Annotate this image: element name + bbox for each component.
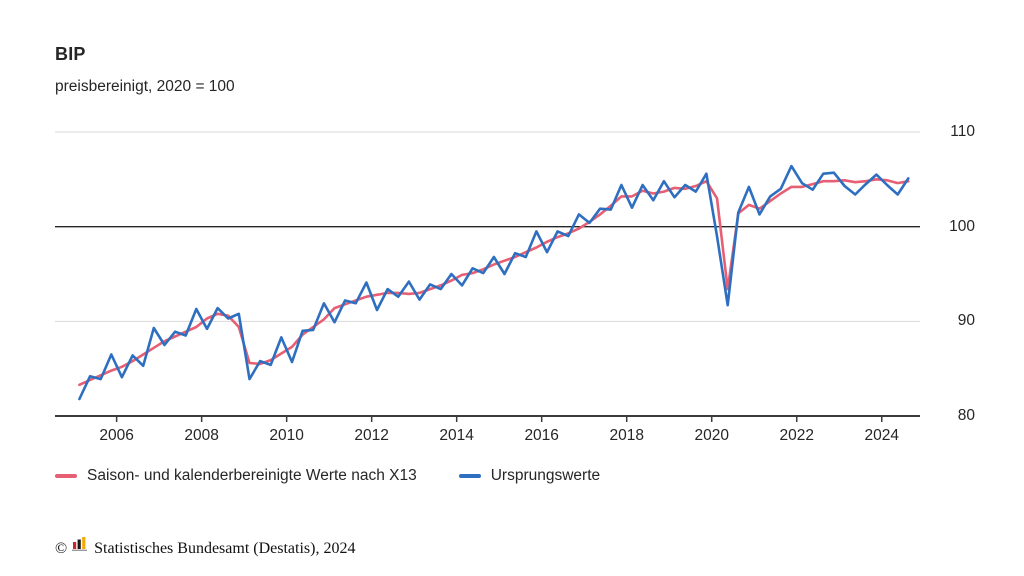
x-tick-label: 2018 <box>609 427 644 444</box>
legend: Saison- und kalenderbereinigte Werte nac… <box>55 467 600 485</box>
x-tick-label: 2016 <box>524 427 559 444</box>
page-title: BIP <box>55 44 86 64</box>
legend-item-adjusted: Saison- und kalenderbereinigte Werte nac… <box>55 467 417 485</box>
copyright-symbol: © <box>55 540 68 557</box>
y-tick-label: 100 <box>949 217 975 235</box>
x-tick-label: 2006 <box>99 427 134 444</box>
x-tick-label: 2024 <box>864 427 899 444</box>
x-tick-label: 2008 <box>184 427 219 444</box>
x-tick-label: 2022 <box>779 427 814 444</box>
legend-label-original: Ursprungswerte <box>490 467 601 484</box>
legend-swatch-red-line-icon <box>55 474 77 478</box>
x-tick-label: 2014 <box>439 427 474 444</box>
y-tick-label: 80 <box>957 407 975 424</box>
source-text: Statistisches Bundesamt (Destatis), 2024 <box>94 540 356 557</box>
x-tick-label: 2010 <box>269 427 304 444</box>
legend-label-adjusted: Saison- und kalenderbereinigte Werte nac… <box>87 467 417 484</box>
y-tick-label: 110 <box>950 123 975 140</box>
legend-item-original: Ursprungswerte <box>458 467 601 485</box>
source-line: © Statistisches Bundesamt (Destatis), 20… <box>55 536 355 558</box>
legend-swatch-blue-line-icon <box>458 474 481 478</box>
line-chart-svg <box>55 131 920 422</box>
y-tick-label: 90 <box>957 312 975 330</box>
destatis-bar-chart-icon <box>72 536 88 556</box>
x-tick-label: 2012 <box>354 427 389 444</box>
chart-subtitle: preisbereinigt, 2020 = 100 <box>55 78 235 95</box>
x-tick-label: 2020 <box>694 427 729 444</box>
